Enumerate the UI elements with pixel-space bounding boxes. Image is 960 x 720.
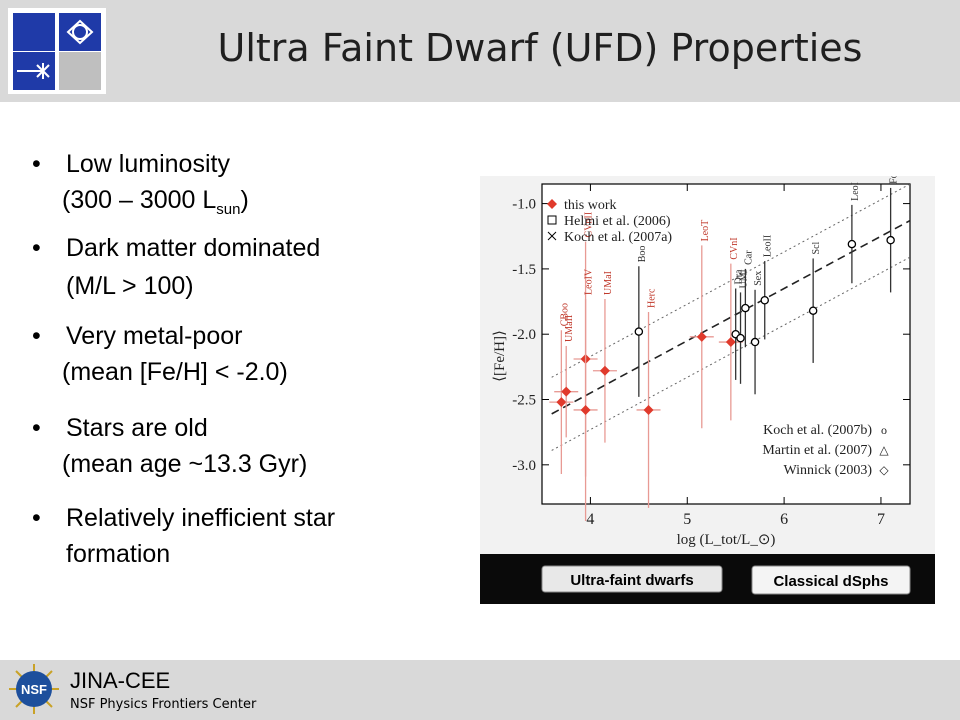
data-point	[736, 333, 745, 343]
bullet-main: Low luminosity	[66, 150, 230, 178]
org-name: JINA-CEE	[70, 668, 171, 693]
slide-title: Ultra Faint Dwarf (UFD) Properties	[217, 26, 863, 70]
point-label: Boo	[637, 246, 648, 263]
point-label: CVnII	[584, 212, 595, 238]
data-point	[886, 235, 895, 245]
legend-marker	[547, 231, 557, 241]
point-label: LeoI	[850, 182, 861, 201]
legend-marker: o	[881, 423, 887, 437]
y-tick-label: -1.5	[512, 262, 536, 278]
bullet-main: Relatively inefficient star	[66, 504, 336, 532]
fit-line	[551, 219, 910, 415]
y-tick-label: -2.0	[512, 327, 536, 343]
data-point	[561, 386, 572, 397]
nsf-logo-icon: NSF	[9, 664, 59, 714]
legend-label: Winnick (2003)	[784, 463, 873, 478]
x-tick-label: 7	[877, 511, 885, 528]
classical-label-box	[751, 565, 911, 595]
legend-marker	[547, 215, 557, 225]
data-point	[599, 365, 610, 376]
svg-text:NSF: NSF	[21, 682, 47, 697]
bullet-sub: (mean [Fe/H] < -2.0)	[62, 358, 288, 386]
data-point	[750, 337, 760, 347]
legend-label: Koch et al. (2007a)	[564, 230, 672, 245]
bullet-main: Stars are old	[66, 414, 208, 442]
legend-label: Helmi et al. (2006)	[564, 214, 671, 229]
point-label: Sex	[753, 271, 764, 286]
point-label: UMaI	[603, 271, 614, 295]
classical-label: Classical dSphs	[773, 573, 888, 590]
point-label: LeoII	[763, 235, 774, 257]
x-axis-label: log (L_tot/L_⊙)	[677, 532, 776, 548]
bullet-sub: (300 – 3000 Lsun)	[62, 186, 249, 218]
legend-label: this work	[564, 198, 617, 213]
plot-frame	[541, 183, 911, 505]
data-point	[725, 337, 736, 348]
data-point	[643, 404, 654, 415]
y-tick-label: -3.0	[512, 458, 536, 474]
point-label: Car	[743, 250, 754, 265]
data-point	[634, 327, 644, 336]
y-tick-label: -2.5	[512, 393, 536, 409]
point-label: For	[889, 176, 900, 184]
bullet-main: Very metal-poor	[66, 322, 243, 350]
footer-bar	[0, 660, 960, 720]
y-tick-label: -1.0	[512, 197, 536, 213]
ufd-label-box	[541, 565, 723, 593]
data-point	[556, 397, 567, 408]
data-point	[696, 331, 707, 342]
bullet-sub: formation	[66, 540, 171, 568]
bullet-sub: (M/L > 100)	[66, 272, 194, 300]
x-tick-label: 4	[586, 511, 594, 528]
data-point	[741, 303, 750, 313]
data-point	[760, 295, 769, 305]
data-point	[808, 306, 818, 315]
bullet-sub: (mean age ~13.3 Gyr)	[62, 450, 308, 478]
y-axis-label: ⟨[Fe/H]⟩	[492, 330, 508, 382]
bullet-main: Dark matter dominated	[66, 234, 321, 262]
point-label: UMaII	[564, 315, 575, 342]
data-point	[847, 239, 857, 249]
point-label: LeoT	[700, 220, 711, 242]
legend-label: Koch et al. (2007b)	[763, 423, 872, 438]
legend-label: Martin et al. (2007)	[762, 443, 872, 458]
legend-marker	[547, 199, 557, 209]
data-point	[580, 404, 591, 415]
jina-logo-icon	[8, 8, 106, 94]
legend-marker: ◇	[879, 463, 889, 477]
point-label: Herc	[647, 288, 658, 308]
point-label: UMi	[739, 269, 750, 288]
point-label: CBoo	[559, 303, 570, 326]
point-label: Scl	[811, 241, 822, 254]
org-subtitle: NSF Physics Frontiers Center	[70, 697, 257, 712]
ufd-label: Ultra-faint dwarfs	[570, 572, 693, 589]
x-tick-label: 6	[780, 511, 788, 528]
header-bar: Ultra Faint Dwarf (UFD) Properties	[0, 0, 960, 102]
metallicity-figure: 4 5 6 7 -1.0 -1.5 -2.0 -2.5 -3.0 CBoo UMaII CVnII L…	[480, 169, 935, 604]
legend-marker: △	[879, 443, 889, 457]
point-label: Dra	[734, 269, 745, 285]
point-label: CVnI	[729, 237, 740, 259]
point-label: LeoIV	[584, 268, 595, 295]
x-tick-label: 5	[683, 511, 691, 528]
